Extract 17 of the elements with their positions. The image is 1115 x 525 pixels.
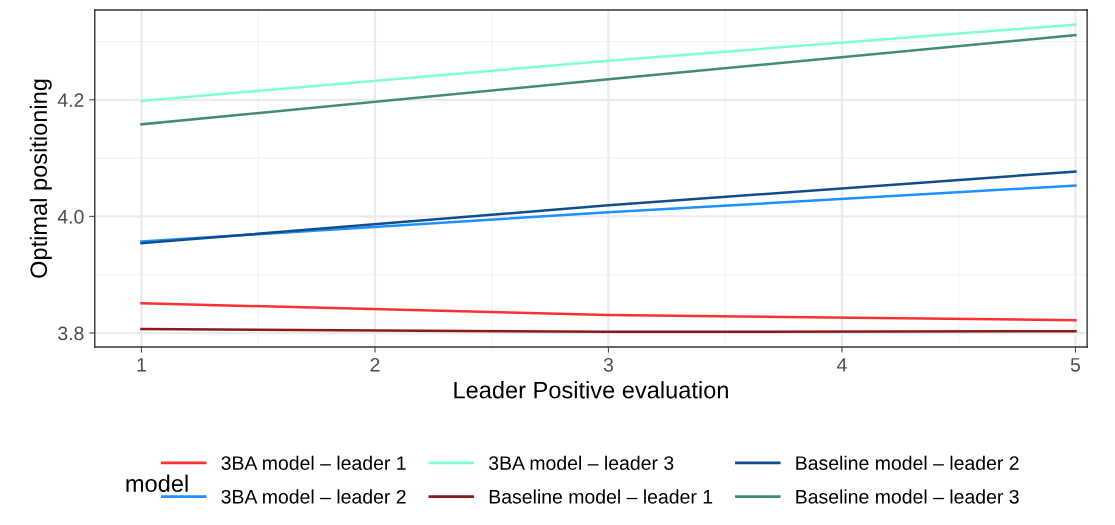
x-tick-label: 1 [137, 358, 146, 372]
legend-label: 3BA model – leader 2 [221, 489, 406, 504]
y-tick-label: 3.8 [58, 326, 84, 341]
x-tick-label: 5 [1070, 358, 1081, 372]
legend-label: 3BA model – leader 1 [221, 455, 406, 470]
legend-label: 3BA model – leader 3 [489, 455, 674, 470]
legend-title: model [126, 474, 188, 492]
y-axis-title: Optimal positioning [29, 79, 52, 278]
y-tick-label: 4.2 [57, 93, 84, 107]
legend-label: Baseline model – leader 2 [796, 455, 1019, 470]
x-tick-label: 4 [837, 358, 847, 372]
x-tick-label: 3 [603, 357, 614, 372]
legend-label: Baseline model – leader 1 [489, 489, 713, 504]
legend-label: Baseline model – leader 3 [796, 489, 1019, 504]
x-axis-title: Leader Positive evaluation [454, 381, 728, 399]
x-tick-label: 2 [370, 357, 380, 372]
y-tick-label: 4.0 [57, 209, 84, 224]
